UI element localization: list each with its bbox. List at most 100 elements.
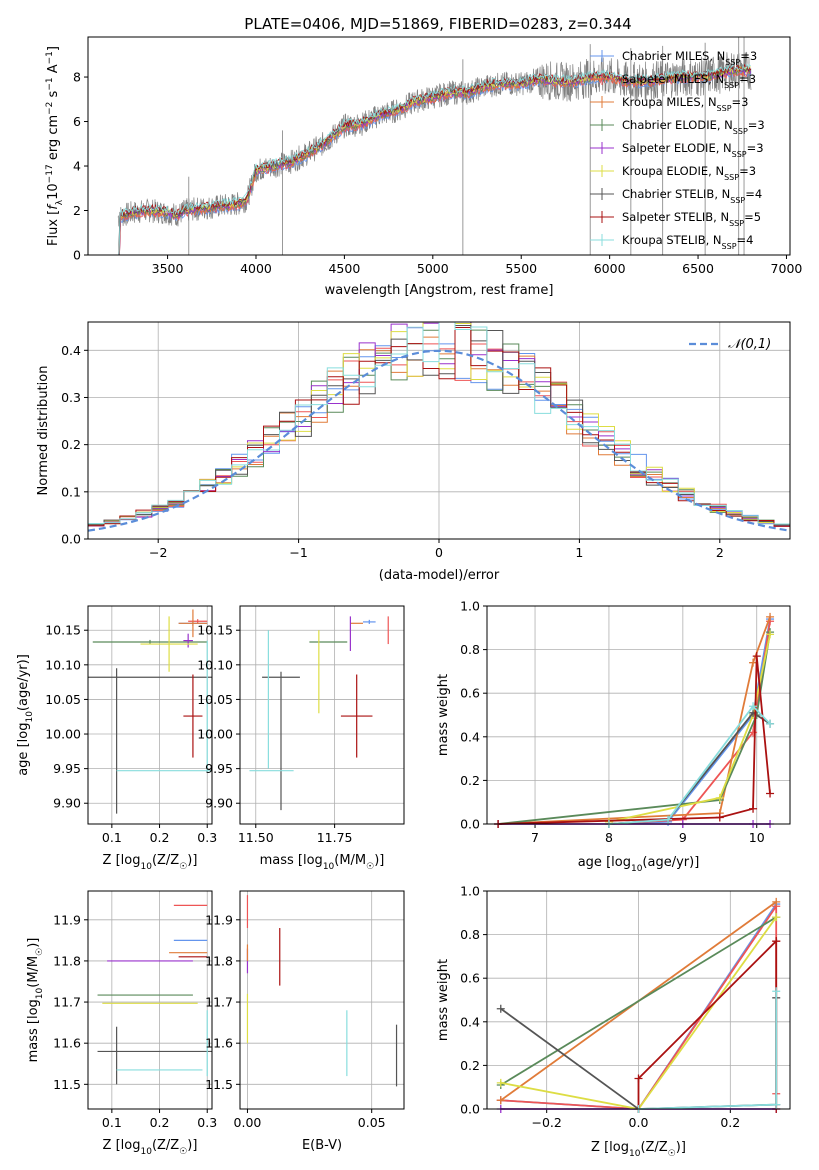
errorbar-point [178,609,208,638]
mass-weight-line [608,711,771,825]
y-tick-label: 11.8 [205,953,233,968]
axes-frame [239,605,405,825]
y-tick-label: 10.15 [45,623,81,638]
y-axis-label: mass weight [436,674,451,756]
x-tick-label: 8 [605,830,613,845]
y-tick-label: 0.0 [460,1102,480,1117]
errorbar-point [363,619,376,624]
mass-weight-line [637,938,778,1109]
y-axis-label: mass weight [436,959,451,1041]
x-tick-label: 0 [435,545,443,560]
mass-weight-marker [772,987,781,996]
y-tick-label: 11.9 [205,912,233,927]
x-tick-label: 11.75 [317,830,353,845]
axes-frame [87,605,213,825]
y-tick-label: 10.10 [197,657,233,672]
y-tick-label: 0.2 [460,773,480,788]
mass-weight-line [608,704,771,825]
y-tick-label: 9.95 [205,761,233,776]
residuals-panel: −2 −1 0 1 2 0.0 0.1 0.2 0.3 0.4 𝒩(0,1) (data-model)… [36,321,791,583]
x-tick-label: 4000 [240,261,272,276]
mass-weight-marker [772,937,781,946]
y-tick-label: 0.4 [460,729,480,744]
mass-weight-marker [772,913,781,922]
y-tick-label: 0.6 [460,686,480,701]
y-tick-label: 0.8 [460,642,480,657]
mass-weight-marker [766,630,775,639]
y-tick-label: 9.90 [53,796,81,811]
x-tick-label: 9 [679,830,687,845]
age-z-panel: 0.1 0.2 0.3 9.90 9.95 10.00 10.05 10.10 10.15 Z [… [16,605,217,872]
y-tick-label: 9.90 [205,796,233,811]
errorbar-point [340,674,373,758]
y-tick-label: 0.3 [61,390,81,405]
mass-weight-marker [772,897,781,906]
x-tick-label: 6500 [682,261,714,276]
errorbar-point [183,674,203,758]
x-axis-label: mass [log10(M/M☉)] [260,853,385,872]
observed-spectrum-line [117,51,752,227]
x-axis-label: E(B-V) [302,1138,342,1153]
mass-ebv-panel: 0.00 0.05 11.5 11.6 11.7 11.8 11.9 E(B-V) [205,890,405,1153]
x-tick-label: 3500 [152,261,184,276]
mass-weight-marker [772,1100,781,1109]
x-axis-label: Z [log10(Z/Z☉)] [103,1138,198,1157]
legend-label: Kroupa STELIB, NSSP=4 [622,233,753,251]
mass-weight-marker [496,1004,505,1013]
y-tick-label: 11.9 [53,912,81,927]
mass-weight-marker [749,702,758,711]
y-tick-label: 10.00 [45,727,81,742]
y-axis-label: mass [log10(M/M☉)] [26,938,45,1063]
mass-weight-marker [634,1074,643,1083]
mass-weight-marker [664,815,673,824]
y-tick-label: 0.2 [460,1058,480,1073]
x-axis-label: Z [log10(Z/Z☉)] [103,853,198,872]
y-axis-label: age [log10(age/yr)] [16,654,35,776]
x-tick-label: 0.3 [197,1115,217,1130]
x-tick-label: 11.50 [238,830,274,845]
legend: Chabrier MILES, NSSP=3 Salpeter MILES, NS… [590,49,765,251]
x-tick-label: 0.05 [358,1115,386,1130]
x-tick-label: 10 [749,830,765,845]
y-tick-label: 10.15 [197,623,233,638]
legend-label: Chabrier STELIB, NSSP=4 [622,187,762,205]
mass-weight-line [498,632,771,825]
legend-label: Salpeter ELODIE, NSSP=3 [622,141,764,159]
y-tick-label: 2 [73,203,81,218]
y-tick-label: 9.95 [53,761,81,776]
mass-weight-marker [496,1078,505,1087]
mass-weight-marker [715,793,724,802]
mass-weight-line [608,634,771,823]
age-mass-panel: 11.50 11.75 9.90 9.95 10.00 10.05 10.10 10.15 ma… [197,605,405,872]
y-tick-label: 8 [73,70,81,85]
mass-weight-marker [496,1096,505,1105]
y-tick-label: 0.1 [61,484,81,499]
y-tick-label: 0 [73,248,81,263]
y-tick-label: 11.7 [205,995,233,1010]
x-tick-label: 2 [716,545,724,560]
y-tick-label: 11.5 [205,1077,233,1092]
x-axis-label: wavelength [Angstrom, rest frame] [325,283,554,298]
mass-z-panel: 0.1 0.2 0.3 11.5 11.6 11.7 11.8 11.9 Z [log10(Z/… [26,890,217,1157]
mass-weight-marker [766,719,775,728]
mass-weight-marker [715,813,724,822]
y-tick-label: 6 [73,114,81,129]
model-line-9 [118,62,751,255]
figure-title: PLATE=0406, MJD=51869, FIBERID=0283, z=0… [244,15,631,33]
x-tick-label: 0.0 [629,1115,649,1130]
x-tick-label: −2 [149,545,167,560]
x-tick-label: 0.1 [102,1115,122,1130]
x-axis-label: (data-model)/error [379,568,500,583]
axes-frame [486,605,791,825]
y-tick-label: 1.0 [460,599,480,614]
x-tick-label: 0.2 [150,830,170,845]
mass-weight-marker [749,804,758,813]
legend-label: Kroupa ELODIE, NSSP=3 [622,164,756,182]
normal-curve [87,349,791,532]
x-axis-label: Z [log10(Z/Z☉)] [591,1140,686,1159]
legend-label: 𝒩(0,1) [728,337,771,352]
x-tick-label: −1 [289,545,307,560]
axes-frame [87,36,791,256]
mass-weight-line [498,656,771,825]
